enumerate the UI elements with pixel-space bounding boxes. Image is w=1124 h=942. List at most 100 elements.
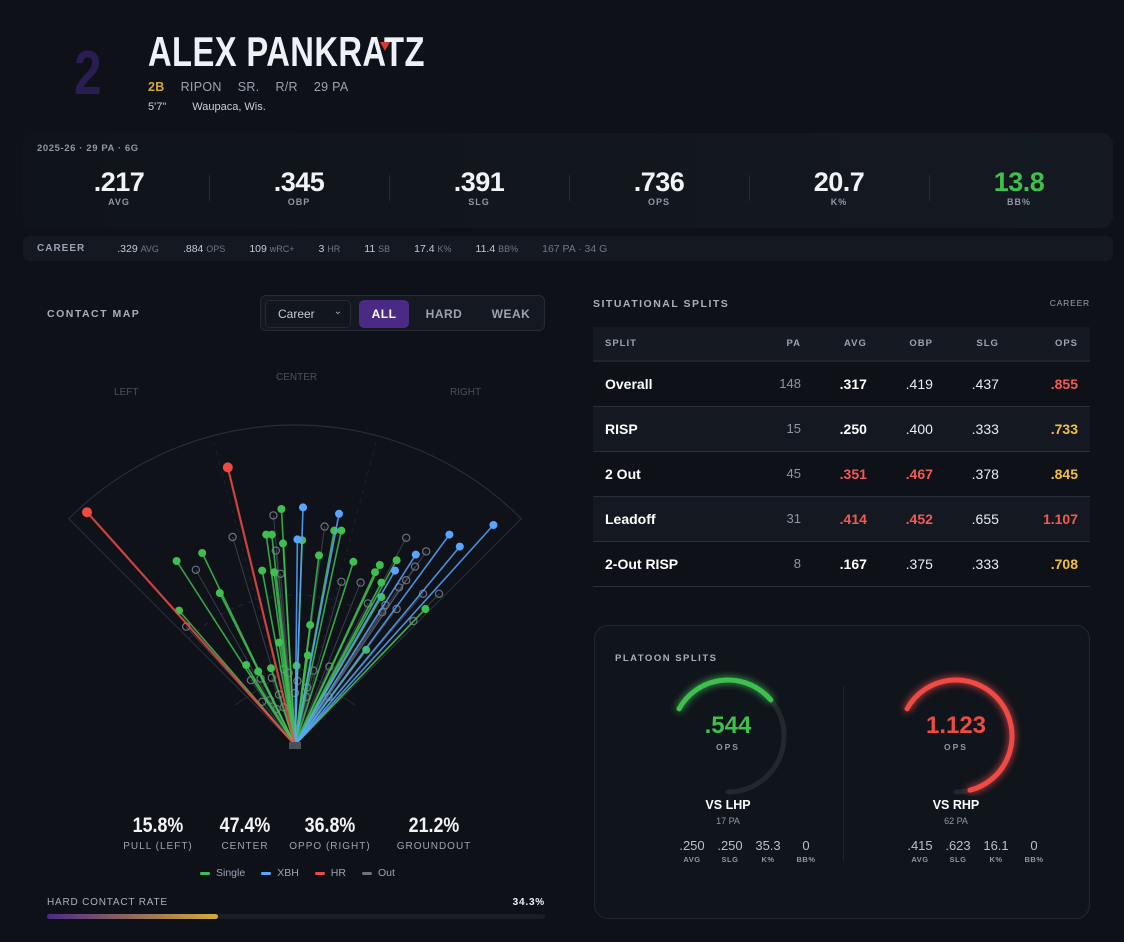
table-row: Overall 148.317.419.437.855 [593, 361, 1090, 407]
hit-point-single[interactable] [267, 530, 276, 539]
hit-point-xbh[interactable] [293, 535, 302, 544]
hit-point-single[interactable] [215, 589, 224, 597]
hit-point-single[interactable] [254, 667, 263, 676]
cell-obp: .375 [878, 541, 945, 587]
hit-point-out[interactable] [434, 589, 444, 598]
hit-trajectory-xbh [294, 546, 461, 746]
hit-point-out[interactable] [402, 575, 411, 585]
hit-point-xbh[interactable] [299, 503, 307, 512]
career-stat-value: 11 [364, 242, 376, 255]
hit-point-single[interactable] [277, 505, 286, 513]
career-stat-unit: wRC+ [269, 243, 295, 254]
summary-label: CENTER [221, 841, 269, 852]
platoon-stat: .415 AVG [901, 838, 939, 864]
column-header-obp[interactable]: OBP [878, 327, 945, 362]
hit-point-single[interactable] [349, 557, 358, 566]
hit-point-out[interactable] [422, 547, 431, 556]
column-header-slg[interactable]: SLG [944, 327, 1011, 362]
column-header-avg[interactable]: AVG [812, 327, 879, 362]
hit-point-single[interactable] [377, 578, 386, 587]
platoon-pa: 62 PA [944, 816, 968, 826]
legend-label: Single [216, 867, 246, 879]
season-stat-bb-pct: 13.8 BB% [929, 167, 1109, 207]
career-stat-value: 109 [249, 242, 267, 255]
hit-point-xbh[interactable] [455, 542, 464, 551]
legend-swatch [314, 871, 325, 875]
hit-point-single[interactable] [279, 539, 287, 548]
hit-point-single[interactable] [337, 526, 346, 535]
cell-avg: .414 [812, 496, 879, 542]
contact-summary-stat: 36.8% OPPO (RIGHT) [275, 814, 385, 852]
table-row: RISP 15.250.400.333.733 [593, 406, 1090, 452]
filter-hard[interactable]: HARD [425, 307, 463, 321]
column-header-ops[interactable]: OPS [1010, 327, 1090, 362]
hit-point-single[interactable] [172, 557, 181, 565]
hit-point-out[interactable] [402, 533, 411, 542]
summary-label: GROUNDOUT [396, 841, 472, 852]
summary-value: 47.4% [219, 814, 271, 837]
hit-point-xbh[interactable] [489, 521, 498, 529]
stat-value: .391 [453, 167, 505, 197]
gauge-fill [904, 677, 1015, 793]
hit-point-hr[interactable] [222, 462, 233, 473]
ops-label: OPS [944, 742, 968, 752]
hit-point-single[interactable] [306, 621, 315, 629]
hit-trajectory-single [294, 582, 383, 746]
filter-weak[interactable]: WEAK [491, 307, 531, 321]
hit-point-xbh[interactable] [411, 550, 420, 559]
hit-trajectory-hr [86, 511, 296, 746]
career-stat-value: .329 [117, 242, 138, 255]
hit-point-out[interactable] [267, 673, 276, 682]
legend-item-hr: HR [314, 867, 346, 879]
hit-point-out[interactable] [337, 577, 346, 586]
platoon-side-title: VS LHP [705, 798, 751, 812]
period-select[interactable]: Career ⌄ [265, 300, 351, 328]
hit-point-single[interactable] [258, 566, 267, 575]
hit-point-out[interactable] [320, 522, 329, 531]
hit-point-single[interactable] [375, 561, 384, 569]
hit-point-xbh[interactable] [335, 509, 343, 518]
hit-point-single[interactable] [262, 530, 271, 539]
hit-point-out[interactable] [191, 565, 200, 574]
summary-label: PULL (LEFT) [123, 841, 193, 852]
cell-ops: .708 [1010, 541, 1090, 587]
cell-avg: .317 [812, 361, 879, 407]
period-select-value: Career [278, 307, 315, 321]
player-dropdown-caret-icon[interactable] [380, 42, 390, 51]
hit-point-single[interactable] [242, 661, 251, 669]
hit-point-single[interactable] [421, 605, 430, 613]
career-stat-unit: K% [437, 243, 452, 254]
cell-avg: .167 [812, 541, 879, 587]
column-header-split[interactable]: SPLIT [593, 327, 757, 362]
hit-point-single[interactable] [270, 568, 279, 577]
column-header-pa[interactable]: PA [756, 327, 813, 362]
hit-point-single[interactable] [198, 549, 207, 557]
table-row: 2 Out 45.351.467.378.845 [593, 451, 1090, 497]
season-stat-k-pct: 20.7 K% [749, 167, 929, 207]
hit-point-single[interactable] [392, 556, 401, 565]
hit-point-single[interactable] [275, 638, 283, 647]
contact-map-title: CONTACT MAP [47, 308, 141, 320]
hit-point-out[interactable] [410, 562, 420, 571]
bats-throws: R/R [275, 80, 298, 94]
hit-point-hr[interactable] [82, 507, 92, 518]
hit-point-single[interactable] [315, 551, 323, 560]
hit-point-xbh[interactable] [391, 566, 399, 575]
career-stat-value: 167 PA · 34 G [542, 242, 608, 255]
hit-point-xbh[interactable] [445, 530, 454, 539]
hit-point-single[interactable] [303, 651, 312, 660]
hit-point-single[interactable] [267, 664, 275, 673]
hit-point-out[interactable] [228, 532, 237, 542]
hit-point-out[interactable] [409, 616, 418, 626]
season-stat-avg: .217 AVG [29, 167, 209, 207]
summary-value: 36.8% [304, 814, 356, 837]
platoon-stat-label: SLG [721, 855, 739, 864]
platoon-stat: 16.1 K% [977, 838, 1015, 864]
hit-point-single[interactable] [371, 568, 379, 577]
filter-all[interactable]: ALL [359, 300, 409, 328]
stat-divider [389, 175, 390, 201]
hit-point-out[interactable] [271, 546, 280, 555]
hit-point-out[interactable] [356, 578, 365, 587]
hit-trajectory-xbh [294, 513, 340, 746]
hit-point-out[interactable] [269, 511, 278, 520]
